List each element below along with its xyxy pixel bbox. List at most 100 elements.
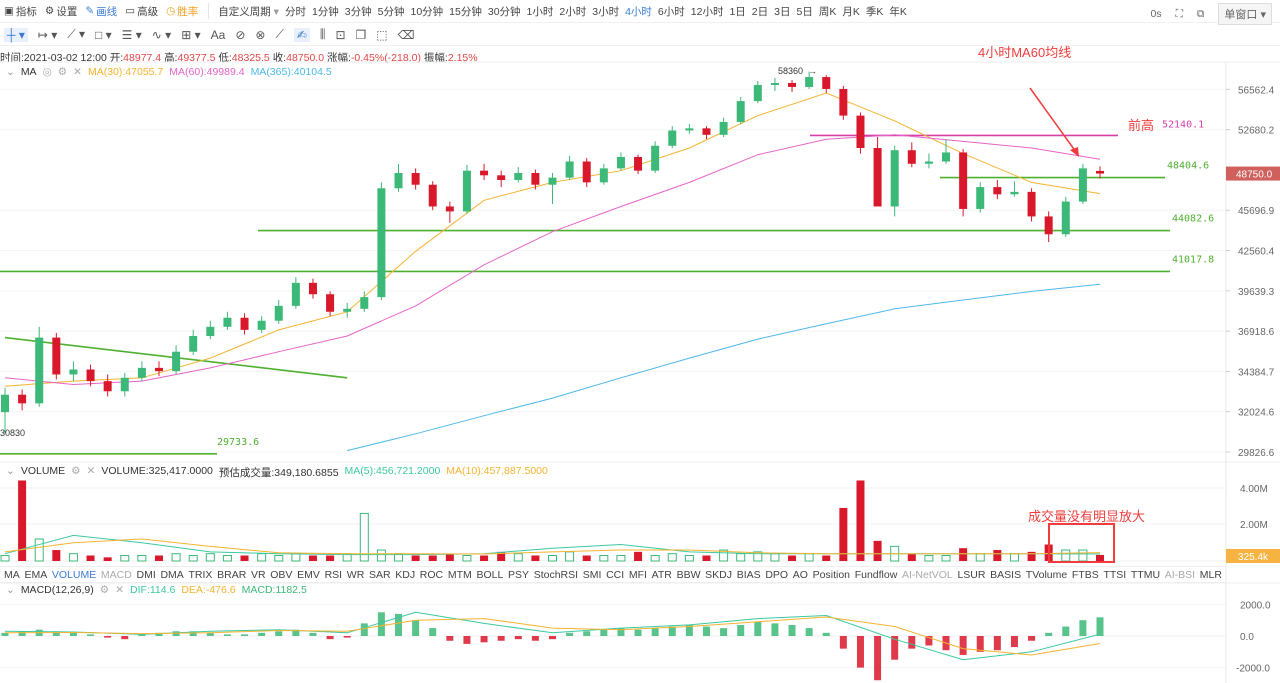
candle-body[interactable] bbox=[86, 369, 95, 382]
indicator-tab[interactable]: Position bbox=[812, 568, 850, 581]
indicator-tab[interactable]: DPO bbox=[765, 568, 789, 581]
macd-histogram-bar[interactable] bbox=[993, 636, 1001, 651]
macd-histogram-bar[interactable] bbox=[497, 636, 505, 641]
volume-bar[interactable] bbox=[18, 480, 27, 561]
candle-body[interactable] bbox=[753, 84, 762, 102]
candle-body[interactable] bbox=[274, 305, 283, 321]
macd-histogram-bar[interactable] bbox=[600, 629, 608, 636]
candle-body[interactable] bbox=[599, 168, 608, 183]
volume-bar[interactable] bbox=[274, 555, 284, 562]
macd-histogram-bar[interactable] bbox=[326, 636, 334, 640]
indicator-tab[interactable]: BIAS bbox=[736, 568, 761, 581]
window-mode-dropdown[interactable]: 单窗口 ▾ bbox=[1218, 3, 1272, 25]
macd-histogram-bar[interactable] bbox=[617, 628, 625, 636]
volume-bar[interactable] bbox=[513, 553, 523, 562]
crosshair-icon[interactable]: ┼ ▾ bbox=[4, 27, 28, 42]
candle-body[interactable] bbox=[582, 161, 591, 183]
indicator-tab[interactable]: BOLL bbox=[476, 568, 504, 581]
toolbar-pen-button[interactable]: ✎ 画线 bbox=[85, 4, 117, 19]
toolbar-gear-button[interactable]: ⚙ 设置 bbox=[45, 4, 77, 19]
indicator-tab[interactable]: VOLUME bbox=[51, 568, 97, 581]
volume-bar[interactable] bbox=[736, 553, 746, 562]
volume-bar[interactable] bbox=[1096, 554, 1104, 561]
macd-histogram-bar[interactable] bbox=[1096, 617, 1104, 636]
volume-bar[interactable] bbox=[103, 557, 112, 561]
volume-bar[interactable] bbox=[907, 553, 916, 561]
macd-histogram-bar[interactable] bbox=[138, 634, 146, 636]
candle-body[interactable] bbox=[52, 337, 61, 375]
candle-body[interactable] bbox=[18, 394, 27, 404]
macd-histogram-bar[interactable] bbox=[549, 636, 556, 640]
volume-bar[interactable] bbox=[804, 553, 814, 562]
candle-body[interactable] bbox=[924, 161, 933, 164]
candle-body[interactable] bbox=[189, 336, 198, 352]
indicator-tab[interactable]: BBW bbox=[676, 568, 701, 581]
indicator-tab[interactable]: MFI bbox=[628, 568, 647, 581]
macd-histogram-bar[interactable] bbox=[69, 632, 77, 636]
indicator-tab[interactable]: BRAR bbox=[217, 568, 247, 581]
add-window-icon[interactable]: ⧉ bbox=[1196, 7, 1205, 20]
volume-bar[interactable] bbox=[376, 549, 386, 562]
macd-histogram-bar[interactable] bbox=[668, 626, 676, 636]
period-tab[interactable]: 3小时 bbox=[592, 5, 620, 18]
volume-bar[interactable] bbox=[257, 553, 267, 562]
period-tab[interactable]: 季K bbox=[865, 5, 884, 18]
candle-body[interactable] bbox=[103, 381, 112, 392]
volume-bar[interactable] bbox=[650, 555, 660, 562]
candle-body[interactable] bbox=[976, 187, 985, 209]
macd-histogram-bar[interactable] bbox=[1079, 620, 1087, 636]
indicator-tab[interactable]: EMA bbox=[24, 568, 48, 581]
volume-bar[interactable] bbox=[222, 555, 232, 562]
indicator-tab[interactable]: MA bbox=[4, 568, 20, 581]
candle-body[interactable] bbox=[1027, 191, 1036, 217]
period-tab[interactable]: 12小时 bbox=[690, 5, 724, 18]
candle-body[interactable] bbox=[206, 326, 215, 337]
candle-body[interactable] bbox=[462, 170, 471, 212]
period-tab[interactable]: 年K bbox=[889, 5, 907, 18]
volume-bar[interactable] bbox=[428, 555, 437, 561]
volume-bar[interactable] bbox=[839, 507, 848, 561]
ruler-icon[interactable]: ⟋ bbox=[275, 27, 284, 41]
volume-bar[interactable] bbox=[667, 553, 677, 562]
indicator-tab[interactable]: LSUR bbox=[957, 568, 986, 581]
candle-body[interactable] bbox=[1096, 170, 1104, 174]
period-tab[interactable]: 2日 bbox=[751, 5, 769, 18]
indicator-tab[interactable]: MTM bbox=[447, 568, 472, 581]
volume-bar[interactable] bbox=[120, 555, 130, 562]
period-tab[interactable]: 3日 bbox=[774, 5, 791, 18]
indicator-tab[interactable]: PSY bbox=[507, 568, 529, 581]
macd-histogram-bar[interactable] bbox=[155, 632, 163, 636]
candle-body[interactable] bbox=[326, 294, 335, 312]
candle-body[interactable] bbox=[788, 82, 797, 87]
volume-bar[interactable] bbox=[582, 555, 591, 561]
macd-histogram-bar[interactable] bbox=[121, 636, 129, 640]
macd-histogram-bar[interactable] bbox=[1045, 632, 1053, 636]
volume-bar[interactable] bbox=[788, 555, 797, 561]
period-tab[interactable]: 1日 bbox=[729, 5, 746, 18]
candle-body[interactable] bbox=[154, 367, 163, 372]
macd-histogram-bar[interactable] bbox=[377, 612, 385, 636]
collapse-icon[interactable]: ⌄ bbox=[6, 465, 15, 477]
volume-bar[interactable] bbox=[770, 553, 780, 562]
macd-histogram-bar[interactable] bbox=[754, 621, 762, 636]
macd-histogram-bar[interactable] bbox=[856, 636, 864, 668]
candle-body[interactable] bbox=[257, 320, 266, 330]
volume-bar[interactable] bbox=[480, 555, 489, 561]
volume-bar[interactable] bbox=[1027, 551, 1036, 561]
volume-bar[interactable] bbox=[753, 551, 763, 562]
candle-body[interactable] bbox=[719, 121, 728, 135]
volume-bar[interactable] bbox=[497, 551, 506, 561]
volume-bar[interactable] bbox=[188, 555, 198, 562]
lock-icon[interactable]: ⊡ bbox=[335, 27, 346, 42]
period-tab[interactable]: 15分钟 bbox=[449, 5, 482, 18]
macd-histogram-bar[interactable] bbox=[412, 620, 420, 636]
period-tab[interactable]: 3分钟 bbox=[344, 5, 372, 18]
gear-icon[interactable]: ⚙ bbox=[57, 66, 68, 78]
link-icon[interactable]: ⊗ bbox=[255, 27, 266, 42]
volume-bar[interactable] bbox=[462, 555, 472, 562]
hide-icon[interactable]: ⫼ bbox=[319, 27, 326, 41]
indicator-tab[interactable]: VR bbox=[250, 568, 266, 581]
indicator-tab[interactable]: TTMU bbox=[1130, 568, 1161, 581]
macd-histogram-bar[interactable] bbox=[737, 624, 745, 636]
indicator-tab[interactable]: MLR bbox=[1199, 568, 1222, 581]
